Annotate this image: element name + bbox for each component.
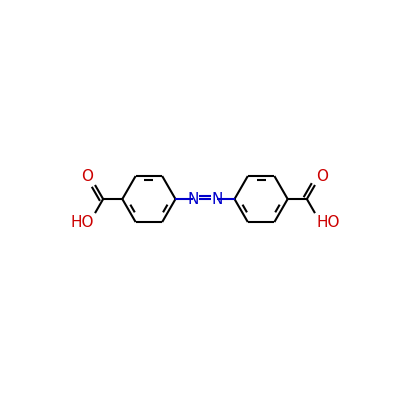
Text: O: O	[82, 168, 94, 184]
Text: HO: HO	[316, 214, 340, 230]
Text: O: O	[316, 168, 328, 184]
Text: N: N	[211, 192, 222, 206]
Text: N: N	[188, 192, 199, 206]
Text: HO: HO	[70, 214, 94, 230]
